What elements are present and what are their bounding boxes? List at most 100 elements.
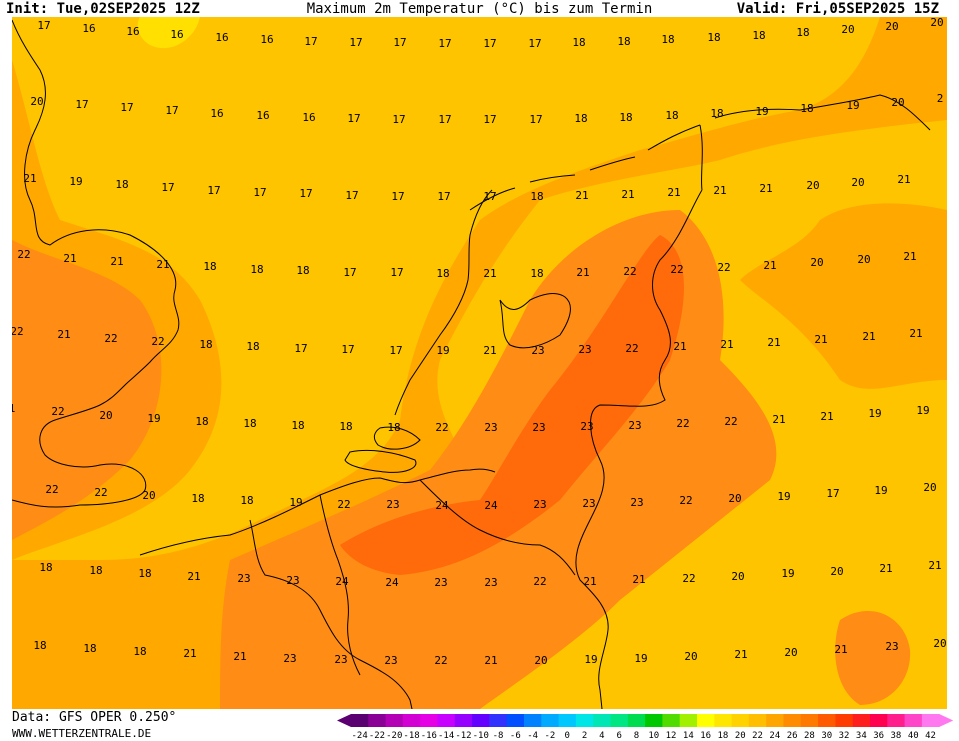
- temperature-value: 18: [296, 264, 309, 277]
- legend-swatch: [783, 714, 802, 727]
- temperature-value: 16: [126, 25, 139, 38]
- temperature-value: 18: [619, 111, 632, 124]
- legend-swatch: [748, 714, 767, 727]
- temperature-value: 18: [89, 564, 102, 577]
- legend-swatch: [887, 714, 905, 727]
- temperature-value: 21: [767, 336, 780, 349]
- temperature-value: 22: [104, 332, 117, 345]
- temperature-value: 23: [384, 654, 397, 667]
- temperature-value: 22: [717, 261, 730, 274]
- legend-label: 32: [839, 731, 850, 741]
- temperature-value: 17: [391, 190, 404, 203]
- temperature-value: 21: [576, 266, 589, 279]
- temperature-value: 19: [868, 407, 881, 420]
- temperature-value: 17: [826, 487, 839, 500]
- temperature-value: 18: [33, 639, 46, 652]
- temperature-value: 18: [710, 107, 723, 120]
- temperature-value: 18: [617, 35, 630, 48]
- temperature-value: 16: [170, 28, 183, 41]
- legend-swatch: [524, 714, 542, 727]
- temperature-value: 20: [810, 256, 823, 269]
- temperature-value: 23: [533, 498, 546, 511]
- legend-label: 28: [804, 731, 815, 741]
- temperature-value: 23: [237, 572, 250, 585]
- temperature-value: 21: [484, 654, 497, 667]
- temperature-value: 18: [572, 36, 585, 49]
- legend-label: -12: [455, 731, 471, 741]
- temperature-value: 22: [434, 654, 447, 667]
- temperature-value: 22: [724, 415, 737, 428]
- temperature-value: 20: [731, 570, 744, 583]
- legend-label: 34: [856, 731, 867, 741]
- temperature-value: 16: [82, 22, 95, 35]
- legend-swatch: [575, 714, 594, 727]
- legend-swatch: [489, 714, 508, 727]
- temperature-value: 22: [45, 483, 58, 496]
- temperature-value: 1: [12, 402, 15, 415]
- legend-swatch: [835, 714, 854, 727]
- temperature-value: 17: [529, 113, 542, 126]
- temperature-value: 19: [781, 567, 794, 580]
- temperature-value: 20: [784, 646, 797, 659]
- temperature-value: 21: [483, 344, 496, 357]
- legend-label: 18: [718, 731, 729, 741]
- legend-label: 8: [634, 731, 639, 741]
- temperature-value: 17: [345, 189, 358, 202]
- legend-swatch: [454, 714, 473, 727]
- legend-label: 14: [683, 731, 694, 741]
- temperature-value: 18: [436, 267, 449, 280]
- temperature-value: 17: [304, 35, 317, 48]
- legend-labels: -24 -22 -20 -18 -16 -14 -12 -10 -8 -6 -4 -2 0 2 4 6 8 10 1…: [352, 731, 936, 741]
- temperature-value: 18: [83, 642, 96, 655]
- legend-arrow-low: [337, 714, 351, 727]
- temperature-value: 18: [707, 31, 720, 44]
- legend-label: 4: [599, 731, 604, 741]
- legend-swatch: [645, 714, 663, 727]
- temperature-value: 16: [215, 31, 228, 44]
- temperature-value: 19: [289, 496, 302, 509]
- legend-label: -4: [527, 731, 538, 741]
- temperature-value: 22: [151, 335, 164, 348]
- temperature-value: 18: [195, 415, 208, 428]
- temperature-value: 22: [94, 486, 107, 499]
- temperature-field-18-cell: [810, 474, 861, 519]
- temperature-value: 19: [634, 652, 647, 665]
- legend-label: 40: [908, 731, 919, 741]
- legend-swatch: [437, 714, 456, 727]
- temperature-value: 18: [250, 263, 263, 276]
- temperature-value: 21: [632, 573, 645, 586]
- legend-label: -14: [438, 731, 454, 741]
- legend-swatch: [852, 714, 871, 727]
- legend-arrow-high: [939, 714, 954, 727]
- temperature-value: 19: [69, 175, 82, 188]
- temperature-map: 17 16 16 16 16 16 17 17 17 17 17 17 18 18 18 18 18 18 20 20…: [12, 17, 947, 709]
- temperature-value: 21: [23, 172, 36, 185]
- temperature-value: 22: [17, 248, 30, 261]
- temperature-value: 17: [120, 101, 133, 114]
- temperature-value: 21: [621, 188, 634, 201]
- temperature-value: 17: [75, 98, 88, 111]
- temperature-value: 23: [582, 497, 595, 510]
- temperature-value: 20: [857, 253, 870, 266]
- temperature-value: 18: [752, 29, 765, 42]
- temperature-value: 21: [57, 328, 70, 341]
- legend-label: -10: [473, 731, 489, 741]
- temperature-value: 18: [665, 109, 678, 122]
- legend-label: -20: [386, 731, 402, 741]
- temperature-value: 17: [392, 113, 405, 126]
- temperature-value: 18: [191, 492, 204, 505]
- temperature-value: 24: [335, 575, 349, 588]
- temperature-value: 24: [484, 499, 498, 512]
- data-source: Data: GFS OPER 0.250°: [12, 710, 177, 725]
- temperature-value: 21: [897, 173, 910, 186]
- temperature-value: 17: [299, 187, 312, 200]
- legend-label: 2: [582, 731, 587, 741]
- legend-swatch: [714, 714, 732, 727]
- temperature-value: 17: [483, 190, 496, 203]
- legend-swatch: [541, 714, 559, 727]
- legend-swatch: [679, 714, 698, 727]
- legend-swatch: [766, 714, 784, 727]
- temperature-value: 21: [720, 338, 733, 351]
- legend-label: 42: [925, 731, 936, 741]
- temperature-value: 18: [574, 112, 587, 125]
